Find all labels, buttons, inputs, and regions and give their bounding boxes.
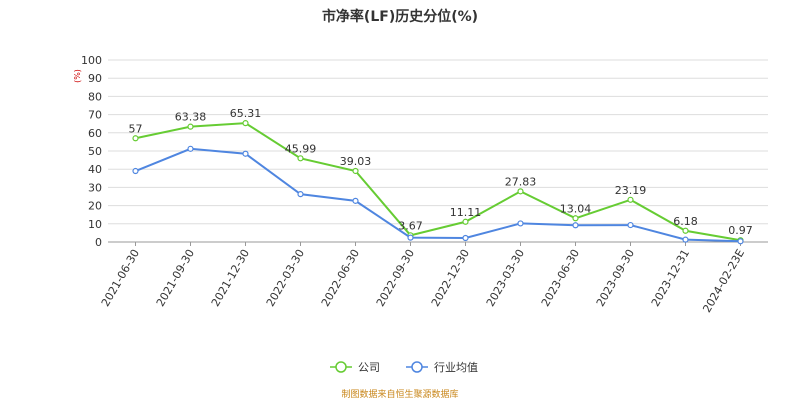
data-point xyxy=(297,191,304,198)
series-line-1 xyxy=(135,147,741,243)
y-tick-label: 30 xyxy=(88,181,102,194)
data-label: 13.04 xyxy=(560,202,592,215)
data-label: 0.97 xyxy=(728,224,753,237)
y-unit-label: (%) xyxy=(73,69,82,83)
data-point xyxy=(737,238,744,245)
x-tick-label: 2022-06-30 xyxy=(319,247,362,309)
data-point xyxy=(517,220,524,227)
chart-title: 市净率(LF)历史分位(%) xyxy=(321,9,479,25)
data-label: 3.67 xyxy=(398,219,423,232)
data-point xyxy=(132,135,139,142)
data-label: 45.99 xyxy=(285,142,317,155)
data-point xyxy=(517,188,524,195)
legend-label-0: 公司 xyxy=(358,361,380,374)
data-label: 23.19 xyxy=(615,184,647,197)
x-tick-label: 2021-09-30 xyxy=(154,247,197,309)
y-tick-label: 0 xyxy=(95,236,102,249)
data-point xyxy=(242,150,249,157)
data-point xyxy=(627,221,634,229)
y-tick-label: 100 xyxy=(81,54,102,67)
data-label: 39.03 xyxy=(340,155,372,168)
data-point xyxy=(462,218,469,225)
y-tick-label: 70 xyxy=(88,109,102,122)
data-point xyxy=(187,145,194,152)
y-tick-label: 10 xyxy=(88,218,102,231)
x-tick-label: 2023-06-30 xyxy=(539,247,582,309)
data-point xyxy=(297,155,304,162)
data-point xyxy=(187,123,194,130)
x-tick-label: 2021-06-30 xyxy=(99,247,142,309)
data-point xyxy=(462,234,469,242)
data-label: 11.11 xyxy=(450,206,482,219)
legend-marker-1 xyxy=(411,361,423,373)
data-point xyxy=(352,197,359,204)
data-point xyxy=(682,227,689,234)
x-tick-label: 2024-02-23E xyxy=(700,247,747,315)
data-label: 65.31 xyxy=(230,107,262,120)
x-tick-label: 2023-09-30 xyxy=(594,247,637,309)
y-tick-label: 20 xyxy=(88,200,102,213)
x-tick-label: 2022-03-30 xyxy=(264,247,307,309)
y-tick-label: 40 xyxy=(88,163,102,176)
x-tick-label: 2023-03-30 xyxy=(484,247,527,309)
x-tick-label: 2023-12-31 xyxy=(649,247,692,309)
x-tick-label: 2022-09-30 xyxy=(374,247,417,309)
data-point xyxy=(407,234,414,241)
x-tick-label: 2021-12-30 xyxy=(209,247,252,309)
series-line-0 xyxy=(135,122,741,242)
x-tick-label: 2022-12-30 xyxy=(429,247,472,309)
legend-label-1: 行业均值 xyxy=(434,361,478,374)
y-tick-label: 50 xyxy=(88,145,102,158)
data-point xyxy=(572,215,579,222)
data-label: 27.83 xyxy=(505,175,537,188)
data-point xyxy=(132,167,139,175)
y-tick-label: 60 xyxy=(88,127,102,140)
data-point xyxy=(352,167,359,175)
data-point xyxy=(682,236,689,243)
data-point xyxy=(242,120,249,127)
data-point xyxy=(627,196,634,203)
legend-marker-0 xyxy=(335,361,347,373)
data-label: 57 xyxy=(129,122,143,135)
data-label: 63.38 xyxy=(175,111,207,124)
y-tick-label: 90 xyxy=(88,72,102,85)
y-tick-label: 80 xyxy=(88,90,102,103)
data-label: 6.18 xyxy=(673,215,698,228)
source-note: 制图数据来自恒生聚源数据库 xyxy=(341,390,459,400)
data-point xyxy=(572,222,579,229)
